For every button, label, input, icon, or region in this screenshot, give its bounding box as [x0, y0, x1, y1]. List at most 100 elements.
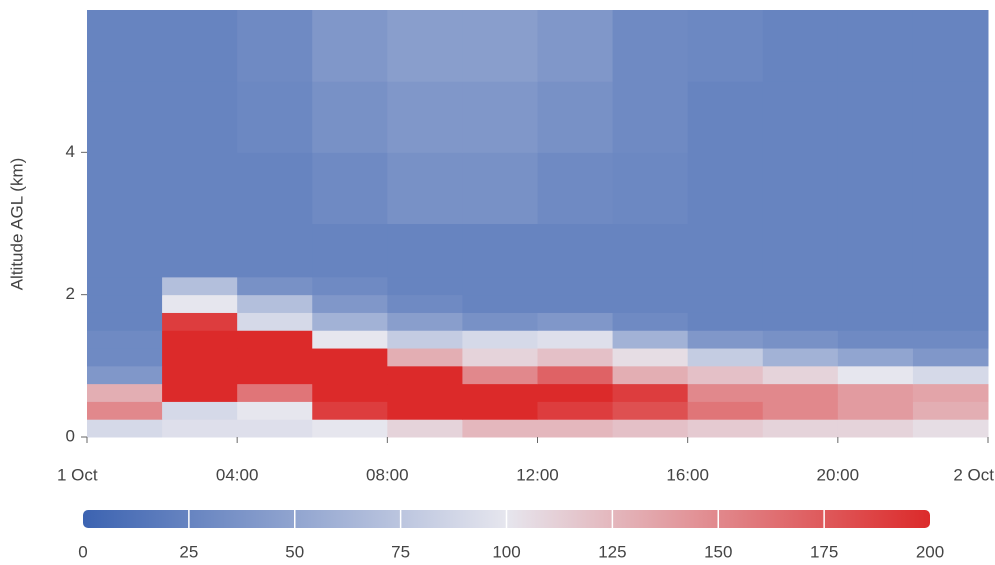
heatmap-cell — [162, 383, 238, 402]
heatmap-cell — [462, 10, 538, 82]
heatmap-cell — [687, 312, 764, 331]
heatmap-cell — [612, 330, 689, 349]
x-tick-label: 2 Oct — [953, 465, 994, 484]
colorbar-tick-label: 25 — [179, 542, 198, 561]
heatmap-cell — [612, 152, 689, 224]
heatmap-cell — [237, 276, 313, 296]
heatmap-cell — [387, 10, 463, 82]
heatmap-cell — [462, 312, 538, 331]
heatmap-cell — [537, 401, 614, 420]
heatmap-cell — [762, 294, 839, 313]
heatmap-cell — [912, 10, 989, 82]
heatmap-cell — [387, 401, 463, 420]
heatmap-cell — [462, 401, 538, 420]
heatmap-cell — [537, 365, 614, 385]
heatmap-cell — [912, 330, 989, 349]
x-tick-label: 12:00 — [516, 465, 559, 484]
heatmap-cell — [537, 312, 614, 331]
heatmap-cell — [762, 276, 839, 296]
heatmap-cell — [687, 81, 764, 153]
heatmap-cell — [537, 152, 614, 224]
heatmap-cell — [312, 10, 388, 82]
heatmap-cell — [237, 294, 313, 313]
heatmap-cell — [687, 223, 764, 278]
heatmap-cell — [237, 419, 313, 438]
heatmap-cell — [237, 330, 313, 349]
heatmap-cell — [537, 81, 614, 153]
colorbar-tick-label: 200 — [916, 542, 944, 561]
heatmap-cell — [87, 383, 163, 402]
colorbar-tick-label: 100 — [492, 542, 520, 561]
heatmap-cell — [837, 276, 914, 296]
heatmap-cell — [87, 223, 163, 278]
heatmap-cell — [237, 10, 313, 82]
heatmap-cell — [237, 383, 313, 402]
heatmap-cell — [162, 365, 238, 385]
heatmap-cell — [537, 330, 614, 349]
heatmap-cell — [537, 223, 614, 278]
heatmap-cell — [87, 401, 163, 420]
heatmap-cell — [87, 419, 163, 438]
colorbar-tick-label: 125 — [598, 542, 626, 561]
heatmap-cell — [687, 294, 764, 313]
y-axis-label: Altitude AGL (km) — [7, 158, 26, 291]
colorbar-tick-label: 0 — [78, 542, 87, 561]
heatmap-cell — [387, 81, 463, 153]
heatmap-cell — [687, 383, 764, 402]
heatmap-cell — [762, 223, 839, 278]
heatmap-cell — [162, 223, 238, 278]
heatmap-cell — [462, 152, 538, 224]
heatmap-cell — [312, 348, 388, 367]
heatmap-cell — [762, 10, 839, 82]
heatmap-cell — [87, 10, 163, 82]
heatmap-cell — [837, 330, 914, 349]
heatmap-cell — [537, 348, 614, 367]
heatmap-cell — [462, 276, 538, 296]
heatmap-cell — [837, 294, 914, 313]
heatmap-cell — [312, 365, 388, 385]
heatmap-cell — [87, 152, 163, 224]
heatmap-cell — [387, 365, 463, 385]
heatmap-cell — [312, 81, 388, 153]
heatmap-cell — [462, 365, 538, 385]
heatmap-cell — [387, 383, 463, 402]
heatmap-cell — [912, 312, 989, 331]
heatmap-cell — [312, 312, 388, 331]
heatmap-cell — [537, 419, 614, 438]
heatmap-cell — [837, 223, 914, 278]
heatmap-cell — [612, 348, 689, 367]
heatmap-cell — [387, 312, 463, 331]
heatmap-cell — [612, 312, 689, 331]
heatmap-cell — [762, 401, 839, 420]
heatmap-cell — [612, 81, 689, 153]
heatmap-cell — [312, 383, 388, 402]
heatmap-cell — [912, 383, 989, 402]
x-tick-label: 1 Oct — [57, 465, 98, 484]
heatmap-cell — [237, 152, 313, 224]
colorbar-tick-label: 75 — [391, 542, 410, 561]
heatmap-cell — [537, 10, 614, 82]
heatmap-cell — [387, 348, 463, 367]
heatmap-cell — [612, 10, 689, 82]
heatmap-cell — [612, 401, 689, 420]
heatmap-cell — [687, 330, 764, 349]
heatmap-cell — [162, 294, 238, 313]
heatmap-cell — [612, 276, 689, 296]
heatmap-cell — [162, 10, 238, 82]
heatmap-cell — [687, 10, 764, 82]
heatmap-cell — [687, 401, 764, 420]
heatmap-cell — [537, 294, 614, 313]
heatmap-cell — [387, 419, 463, 438]
heatmap-cell — [312, 276, 388, 296]
heatmap-cell — [162, 276, 238, 296]
heatmap-cell — [462, 81, 538, 153]
heatmap-cell — [762, 419, 839, 438]
heatmap-cell — [387, 223, 463, 278]
heatmap-cell — [462, 419, 538, 438]
heatmap-cell — [912, 152, 989, 224]
heatmap-cell — [387, 276, 463, 296]
heatmap-cell — [762, 383, 839, 402]
heatmap-cell — [687, 152, 764, 224]
heatmap-cell — [537, 383, 614, 402]
